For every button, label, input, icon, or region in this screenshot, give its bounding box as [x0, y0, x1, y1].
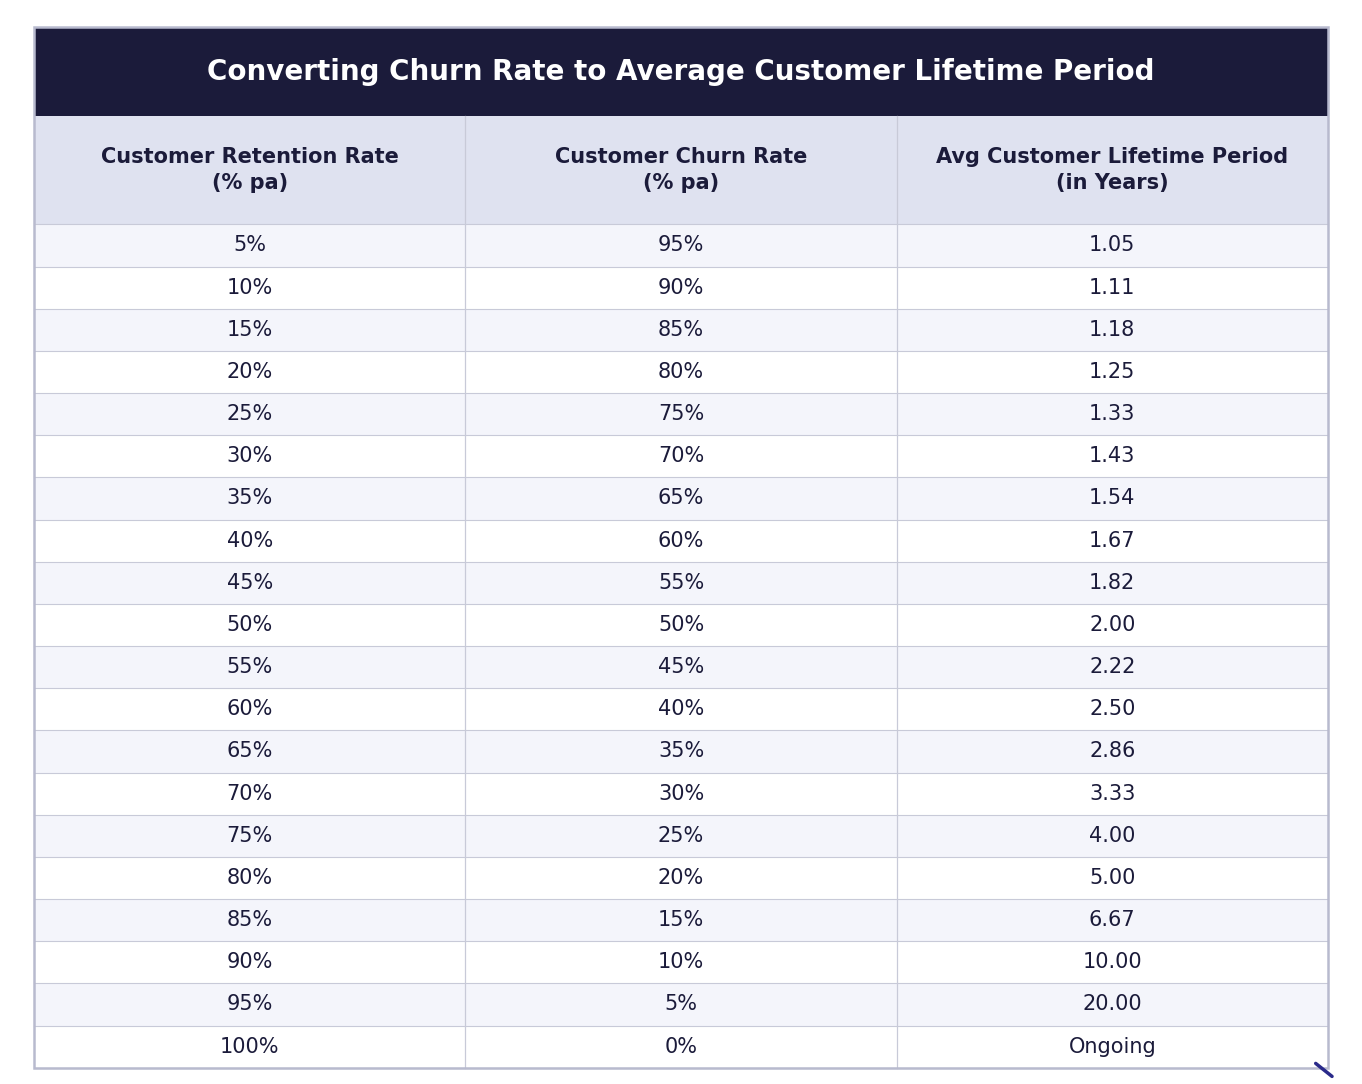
- Text: 50%: 50%: [658, 615, 704, 635]
- Bar: [34, 899, 1328, 941]
- Text: 65%: 65%: [226, 741, 272, 761]
- Text: 30%: 30%: [226, 447, 272, 466]
- Bar: [34, 856, 1328, 899]
- Bar: [34, 351, 1328, 393]
- Text: 40%: 40%: [226, 531, 272, 551]
- Text: 50%: 50%: [226, 615, 272, 635]
- Text: 10%: 10%: [226, 278, 272, 298]
- Bar: [34, 27, 1328, 116]
- Text: 95%: 95%: [226, 994, 272, 1015]
- Bar: [34, 646, 1328, 688]
- Text: 40%: 40%: [658, 699, 704, 720]
- Text: 5%: 5%: [665, 994, 697, 1015]
- Bar: [34, 983, 1328, 1025]
- Bar: [34, 393, 1328, 435]
- Text: 30%: 30%: [658, 784, 704, 803]
- Text: 55%: 55%: [658, 572, 704, 593]
- Bar: [34, 815, 1328, 856]
- Text: 15%: 15%: [658, 911, 704, 930]
- Bar: [34, 773, 1328, 815]
- Text: Customer Churn Rate
(% pa): Customer Churn Rate (% pa): [554, 147, 808, 193]
- Text: 70%: 70%: [226, 784, 272, 803]
- Text: 35%: 35%: [226, 489, 272, 508]
- Text: 1.25: 1.25: [1090, 362, 1136, 382]
- Text: 60%: 60%: [226, 699, 272, 720]
- Text: 45%: 45%: [658, 657, 704, 678]
- Text: 2.86: 2.86: [1090, 741, 1136, 761]
- Text: 1.54: 1.54: [1090, 489, 1136, 508]
- Text: 10%: 10%: [658, 953, 704, 972]
- Text: 1.18: 1.18: [1090, 320, 1136, 339]
- Text: 60%: 60%: [658, 531, 704, 551]
- Text: 1.67: 1.67: [1090, 531, 1136, 551]
- Bar: [34, 519, 1328, 562]
- Text: 25%: 25%: [658, 826, 704, 846]
- Bar: [34, 941, 1328, 983]
- Text: 2.50: 2.50: [1090, 699, 1136, 720]
- Text: Converting Churn Rate to Average Customer Lifetime Period: Converting Churn Rate to Average Custome…: [207, 57, 1155, 86]
- Text: 5.00: 5.00: [1090, 868, 1136, 888]
- Bar: [34, 224, 1328, 267]
- Text: 5%: 5%: [233, 235, 266, 256]
- Text: 20.00: 20.00: [1083, 994, 1143, 1015]
- Text: 85%: 85%: [658, 320, 704, 339]
- Bar: [34, 604, 1328, 646]
- Text: 6.67: 6.67: [1090, 911, 1136, 930]
- Text: 90%: 90%: [226, 953, 272, 972]
- Text: 1.05: 1.05: [1090, 235, 1136, 256]
- Text: 20%: 20%: [226, 362, 272, 382]
- Text: 90%: 90%: [658, 278, 704, 298]
- Text: 4.00: 4.00: [1090, 826, 1136, 846]
- Text: Avg Customer Lifetime Period
(in Years): Avg Customer Lifetime Period (in Years): [936, 147, 1288, 193]
- Bar: [34, 116, 1328, 224]
- Text: 1.43: 1.43: [1090, 447, 1136, 466]
- Text: 80%: 80%: [658, 362, 704, 382]
- Text: 95%: 95%: [658, 235, 704, 256]
- Bar: [34, 1025, 1328, 1068]
- Text: 2.00: 2.00: [1090, 615, 1136, 635]
- Text: 1.33: 1.33: [1090, 404, 1136, 424]
- Text: 85%: 85%: [226, 911, 272, 930]
- Text: 80%: 80%: [226, 868, 272, 888]
- Text: Customer Retention Rate
(% pa): Customer Retention Rate (% pa): [101, 147, 399, 193]
- Bar: [34, 309, 1328, 351]
- Text: 2.22: 2.22: [1090, 657, 1136, 678]
- Text: 10.00: 10.00: [1083, 953, 1143, 972]
- Text: 55%: 55%: [226, 657, 272, 678]
- Text: 45%: 45%: [226, 572, 272, 593]
- Text: 25%: 25%: [226, 404, 272, 424]
- Text: 75%: 75%: [658, 404, 704, 424]
- Text: 20%: 20%: [658, 868, 704, 888]
- Text: 3.33: 3.33: [1090, 784, 1136, 803]
- Text: 1.11: 1.11: [1090, 278, 1136, 298]
- Text: 15%: 15%: [226, 320, 272, 339]
- Bar: [34, 477, 1328, 519]
- Bar: [34, 435, 1328, 477]
- Bar: [34, 267, 1328, 309]
- Bar: [34, 562, 1328, 604]
- Text: 1.82: 1.82: [1090, 572, 1136, 593]
- Text: 75%: 75%: [226, 826, 272, 846]
- Bar: [34, 731, 1328, 773]
- Text: Ongoing: Ongoing: [1068, 1036, 1156, 1057]
- Text: 35%: 35%: [658, 741, 704, 761]
- Text: 70%: 70%: [658, 447, 704, 466]
- Bar: [34, 688, 1328, 731]
- Text: 65%: 65%: [658, 489, 704, 508]
- Text: 100%: 100%: [219, 1036, 279, 1057]
- Text: 0%: 0%: [665, 1036, 697, 1057]
